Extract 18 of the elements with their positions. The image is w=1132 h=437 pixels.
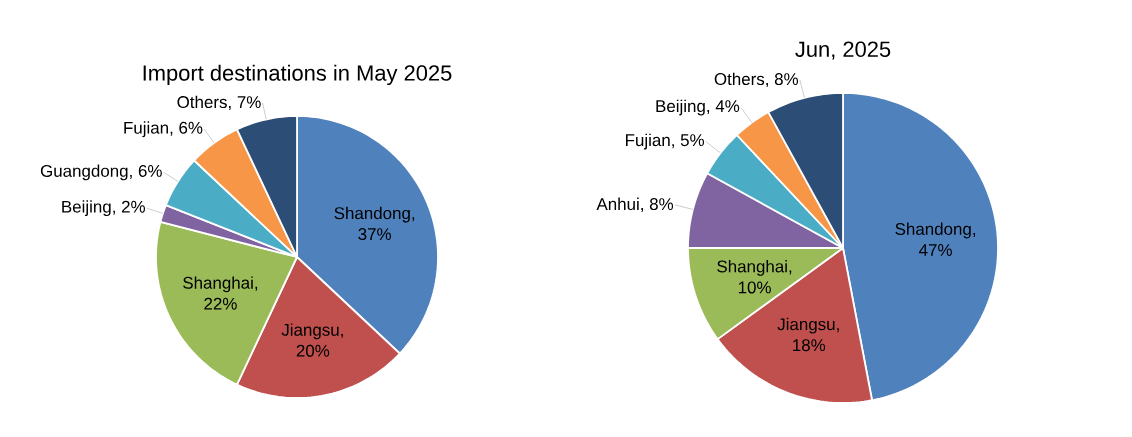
data-label: , 4% [707,100,740,115]
slice-label: Beijing [62,200,111,217]
data-label: , 2% [113,200,145,215]
slice-label: Anhui [596,197,639,211]
slice-label: Beijing [656,99,705,116]
chart-title: Import destinations in May 2025 [143,64,452,86]
slice-label: Fujian [124,121,168,138]
data-label: , 7% [228,96,261,111]
data-label: , 5% [672,134,705,149]
slice-label: Fujian [626,133,670,150]
chart-title: Jun, 2025 [795,41,891,60]
slice-label: Others [714,72,765,86]
data-label: , 6% [130,164,162,179]
slice-label: Others [177,95,227,109]
data-label: , 8% [766,73,799,88]
data-label: , 6% [170,121,203,136]
data-label: , 8% [641,198,674,213]
slice-label: Guangdong [40,164,128,181]
